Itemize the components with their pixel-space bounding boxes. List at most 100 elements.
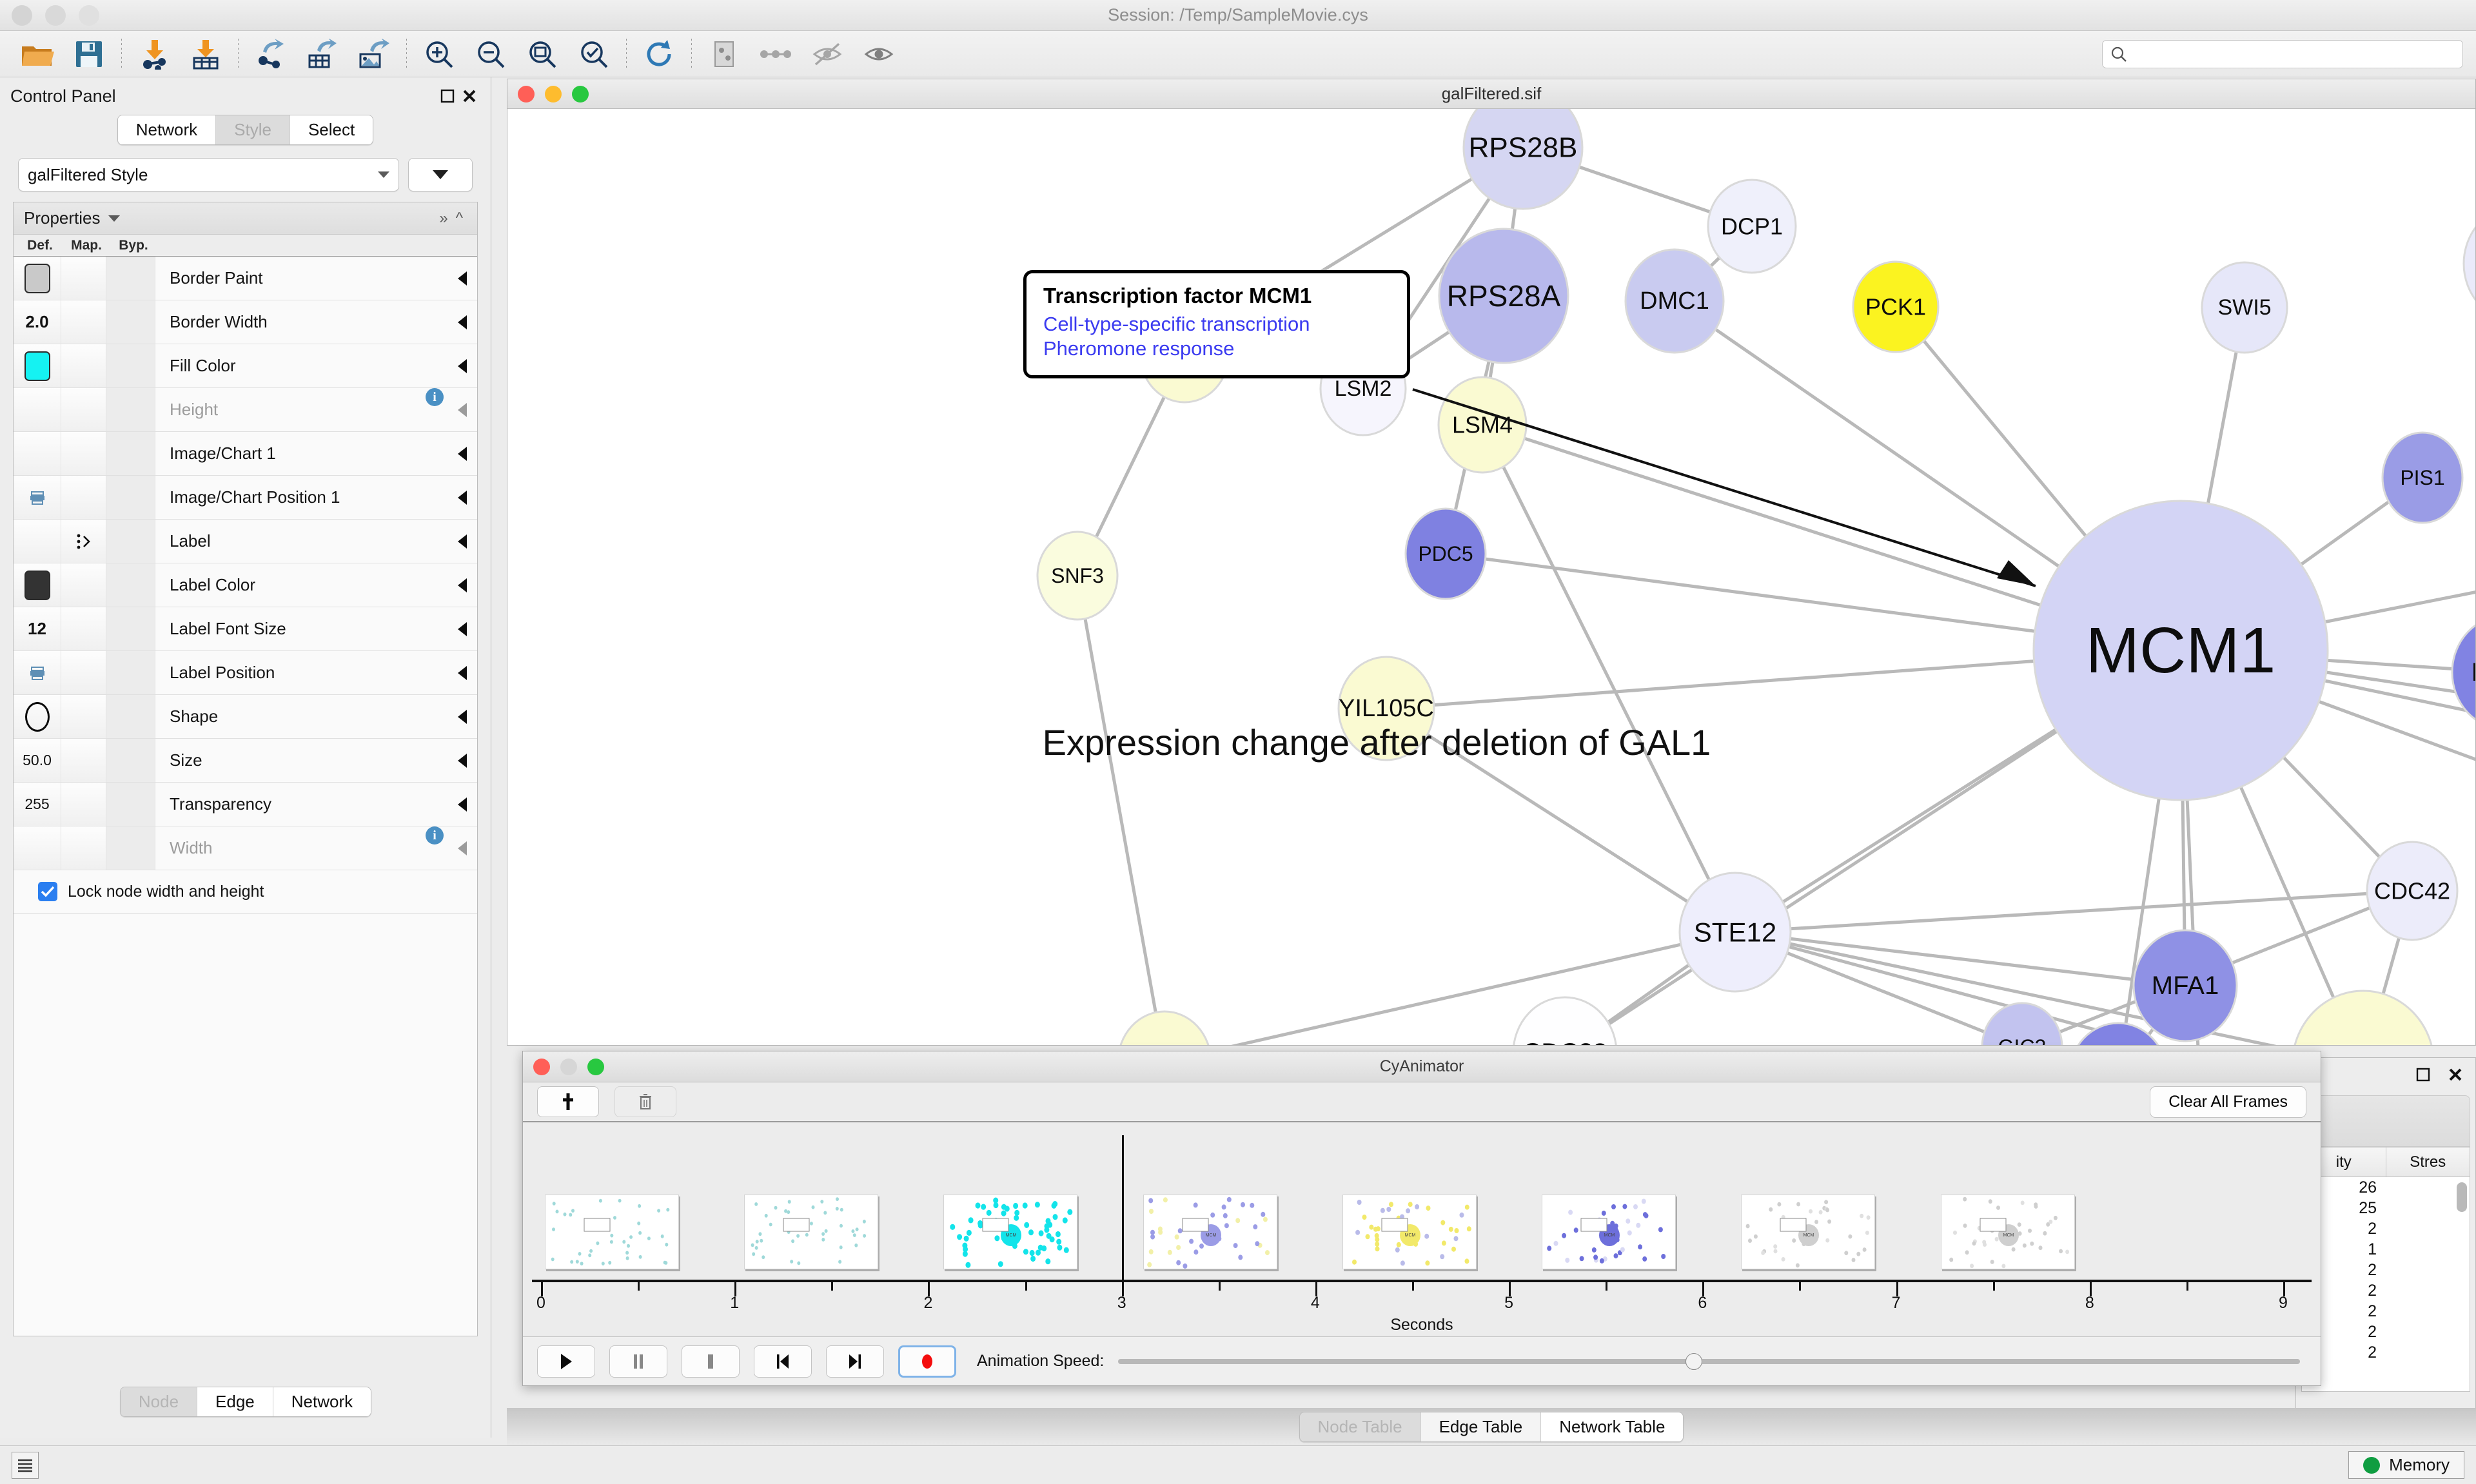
table-row[interactable]: 2	[2302, 1280, 2470, 1301]
record-button[interactable]	[898, 1345, 956, 1378]
network-close-button[interactable]	[518, 85, 535, 103]
window-maximize-button[interactable]	[79, 5, 99, 26]
property-bypass-cell[interactable]	[106, 651, 155, 694]
property-mapping-cell[interactable]	[61, 607, 106, 650]
properties-menu-icon[interactable]	[108, 215, 120, 222]
network-node[interactable]: DCP1	[1707, 179, 1797, 274]
timeline-frame[interactable]: MCM	[1342, 1195, 1477, 1269]
property-mapping-cell[interactable]	[61, 783, 106, 826]
tab-node-table[interactable]: Node Table	[1299, 1412, 1421, 1441]
property-bypass-cell[interactable]	[106, 783, 155, 826]
table-row[interactable]: 1	[2302, 1239, 2470, 1260]
float-panel-icon[interactable]	[437, 85, 458, 107]
list-icon[interactable]	[12, 1451, 39, 1479]
node-ellipse[interactable]	[2032, 500, 2329, 801]
zoom-in-icon[interactable]	[413, 34, 465, 74]
property-row[interactable]: Height i	[14, 388, 477, 432]
property-expand-arrow[interactable]	[447, 563, 477, 607]
node-ellipse[interactable]	[2462, 204, 2475, 323]
network-edge[interactable]	[1385, 707, 1736, 934]
bottom-tab-network[interactable]: Network	[273, 1387, 371, 1416]
network-node[interactable]: PCK1	[1852, 260, 1940, 353]
lock-node-checkbox[interactable]	[38, 882, 57, 901]
bottom-tab-node[interactable]: Node	[120, 1387, 198, 1416]
property-expand-arrow[interactable]	[447, 344, 477, 387]
search-input[interactable]	[2132, 44, 2455, 63]
column-header-stress[interactable]: Stres	[2385, 1147, 2470, 1176]
property-default-cell[interactable]: 12	[14, 607, 61, 650]
property-default-cell[interactable]: 255	[14, 783, 61, 826]
timeline-frame[interactable]: MCM	[943, 1195, 1078, 1269]
open-folder-icon[interactable]	[12, 34, 63, 74]
property-mapping-cell[interactable]	[61, 563, 106, 607]
import-table-icon[interactable]	[180, 34, 231, 74]
table-row[interactable]: 2	[2302, 1260, 2470, 1280]
network-edge[interactable]	[1734, 930, 2186, 988]
timeline-playhead[interactable]	[1121, 1135, 1124, 1285]
table-row[interactable]: 2	[2302, 1322, 2470, 1342]
tab-style[interactable]: Style	[216, 115, 290, 144]
property-expand-arrow[interactable]	[447, 476, 477, 519]
node-ellipse[interactable]	[1852, 260, 1940, 353]
property-expand-arrow[interactable]	[447, 520, 477, 563]
property-row[interactable]: 50.0 Size	[14, 739, 477, 783]
add-frame-button[interactable]	[537, 1086, 599, 1117]
expand-all-icon[interactable]: ^	[455, 209, 463, 227]
data-table[interactable]: ity Stres 26 25 2 1 2 2 2 2 2	[2301, 1147, 2470, 1392]
skip-forward-button[interactable]	[826, 1345, 884, 1378]
property-mapping-cell[interactable]	[61, 651, 106, 694]
node-ellipse[interactable]	[1404, 507, 1487, 600]
search-box[interactable]	[2102, 39, 2463, 68]
style-combo[interactable]: galFiltered Style	[18, 158, 399, 191]
cyanimator-window-controls[interactable]	[533, 1058, 604, 1075]
timeline-frame[interactable]: MCM	[1143, 1195, 1277, 1269]
network-edge[interactable]	[1480, 424, 1737, 933]
delete-frame-button[interactable]	[614, 1086, 676, 1117]
first-neighbors-icon[interactable]	[750, 34, 801, 74]
show-all-icon[interactable]	[853, 34, 905, 74]
node-ellipse[interactable]	[1438, 228, 1569, 364]
network-node[interactable]: CDC42	[2366, 841, 2459, 941]
property-mapping-cell[interactable]	[61, 257, 106, 300]
property-row[interactable]: Image/Chart Position 1	[14, 476, 477, 520]
property-mapping-cell[interactable]	[61, 826, 106, 870]
zoom-out-icon[interactable]	[465, 34, 516, 74]
table-row[interactable]: 25	[2302, 1198, 2470, 1218]
import-network-icon[interactable]	[128, 34, 180, 74]
property-default-cell[interactable]	[14, 826, 61, 870]
new-network-icon[interactable]	[698, 34, 750, 74]
property-mapping-cell[interactable]	[61, 695, 106, 738]
property-expand-arrow[interactable]	[447, 651, 477, 694]
timeline-frame[interactable]: MCM	[1741, 1195, 1876, 1269]
bottom-tab-edge[interactable]: Edge	[197, 1387, 273, 1416]
property-mapping-cell[interactable]	[61, 344, 106, 387]
network-canvas[interactable]: RPS28BDCP1RPS28ADMC1PCK1SWI5GAL80GAL11ST…	[507, 109, 2475, 1045]
property-bypass-cell[interactable]	[106, 300, 155, 344]
network-node[interactable]: STE12	[1678, 872, 1792, 993]
network-node[interactable]: SWI5	[2201, 261, 2288, 354]
export-image-icon[interactable]	[348, 34, 400, 74]
stop-button[interactable]	[682, 1345, 740, 1378]
property-row[interactable]: Fill Color	[14, 344, 477, 388]
property-mapping-cell[interactable]	[61, 388, 106, 431]
property-expand-arrow[interactable]	[447, 607, 477, 650]
play-button[interactable]	[537, 1345, 595, 1378]
property-expand-arrow[interactable]	[447, 257, 477, 300]
property-row[interactable]: Label Position	[14, 651, 477, 695]
skip-back-button[interactable]	[754, 1345, 812, 1378]
clear-all-frames-button[interactable]: Clear All Frames	[2150, 1086, 2306, 1118]
column-header-centrality[interactable]: ity	[2335, 1153, 2352, 1171]
network-node[interactable]: YNL047C	[1114, 1010, 1215, 1045]
property-row[interactable]: 12 Label Font Size	[14, 607, 477, 651]
tab-select[interactable]: Select	[290, 115, 373, 144]
node-ellipse[interactable]	[1337, 656, 1435, 761]
cyanimator-close-button[interactable]	[533, 1058, 550, 1075]
cyanimator-timeline[interactable]: MCM MCM MCM MCM MCM MCM 0 1 2 3 4 5 6 7 8 9 Seconds	[532, 1122, 2312, 1334]
property-row[interactable]: 255 Transparency	[14, 783, 477, 826]
node-ellipse[interactable]	[1981, 1002, 2063, 1045]
network-node[interactable]: ALPHA2	[2292, 990, 2434, 1045]
property-default-cell[interactable]	[14, 695, 61, 738]
node-ellipse[interactable]	[1678, 872, 1792, 993]
export-table-icon[interactable]	[297, 34, 348, 74]
export-network-icon[interactable]	[245, 34, 297, 74]
